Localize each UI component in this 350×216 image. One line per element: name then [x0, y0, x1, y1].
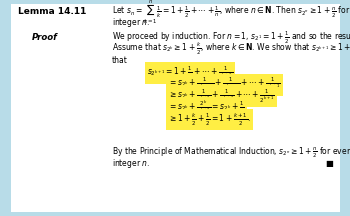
Text: that: that [112, 56, 128, 65]
Text: Proof: Proof [32, 33, 57, 42]
Text: $=s_{2^k}+\frac{1}{2^k+1}+\frac{1}{2^k+2}+\cdots+\frac{1}{2^{k+1}}$: $=s_{2^k}+\frac{1}{2^k+1}+\frac{1}{2^k+2… [168, 76, 281, 93]
Text: integer $n$.: integer $n$. [112, 16, 150, 29]
Text: $\geq 1+\frac{k}{2}+\frac{1}{2}=1+\frac{k+1}{2}.$: $\geq 1+\frac{k}{2}+\frac{1}{2}=1+\frac{… [168, 112, 251, 128]
Text: By the Principle of Mathematical Induction, $s_{2^n}\geq 1+\frac{n}{2}$ for ever: By the Principle of Mathematical Inducti… [112, 145, 350, 160]
Text: Let $s_n = \sum_{k=1}^{n}\frac{1}{k} = 1+\frac{1}{2}+\cdots+\frac{1}{n}$, where : Let $s_n = \sum_{k=1}^{n}\frac{1}{k} = 1… [112, 0, 350, 25]
FancyBboxPatch shape [10, 4, 340, 212]
Text: $=s_{2^k}+\frac{2^k}{2^{k+1}}=s_{2^k}+\frac{1}{2}$: $=s_{2^k}+\frac{2^k}{2^{k+1}}=s_{2^k}+\f… [168, 99, 245, 117]
Text: $\geq s_{2^k}+\frac{1}{2^{k+1}}+\frac{1}{2^{k+1}}+\cdots+\frac{1}{2^{k+1}}$: $\geq s_{2^k}+\frac{1}{2^{k+1}}+\frac{1}… [168, 88, 275, 105]
Text: Assume that $s_{2^k}\geq 1+\frac{k}{2}$, where $k\in\mathbf{N}$. We show that $s: Assume that $s_{2^k}\geq 1+\frac{k}{2}$,… [112, 41, 350, 57]
Text: Lemma 14.11: Lemma 14.11 [18, 7, 86, 16]
Text: ■: ■ [326, 159, 333, 168]
Text: We proceed by induction. For $n=1$, $s_{2^1}=1+\frac{1}{2}$ and so the result ho: We proceed by induction. For $n=1$, $s_{… [112, 30, 350, 46]
Text: integer $n$.: integer $n$. [112, 157, 150, 170]
Text: $s_{2^{k+1}}=1+\frac{1}{2}+\cdots+\frac{1}{2^{k+1}}$: $s_{2^{k+1}}=1+\frac{1}{2}+\cdots+\frac{… [147, 64, 233, 82]
